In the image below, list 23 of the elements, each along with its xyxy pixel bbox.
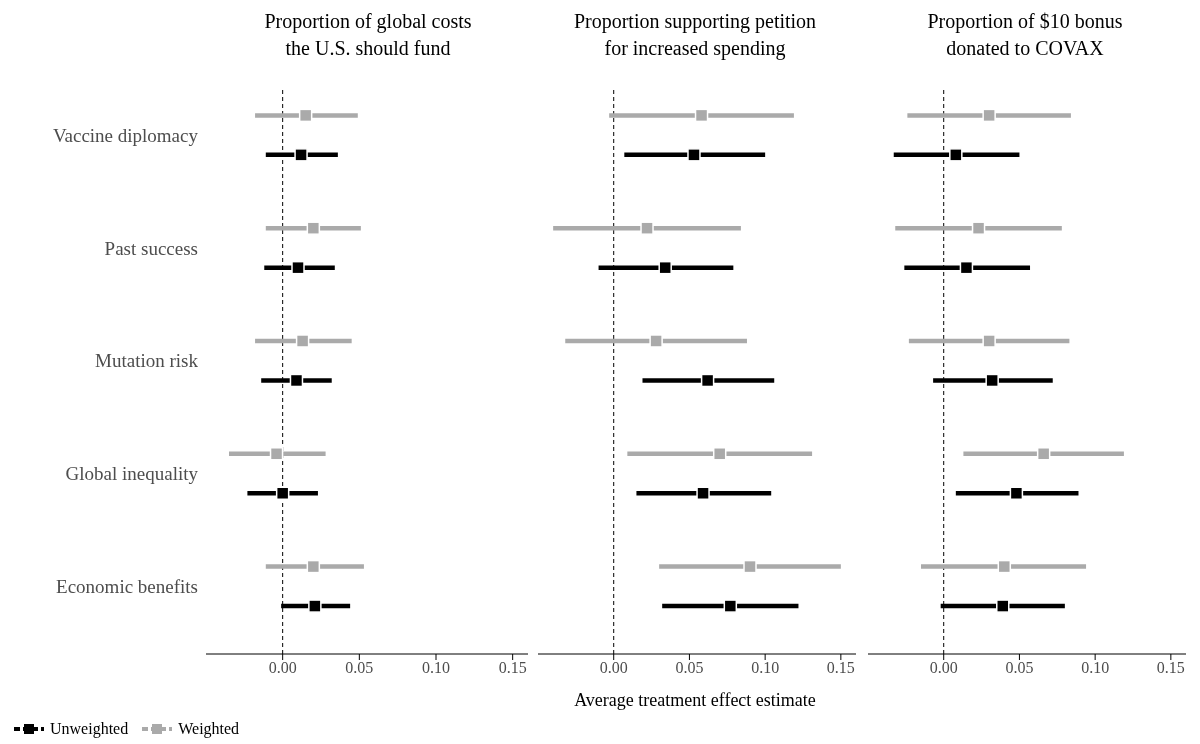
- chart-title: Proportion supporting petition for increased spending: [572, 9, 818, 62]
- y-tick-label: Global inequality: [65, 463, 199, 485]
- x-axis-title: Average treatment effect estimate: [573, 690, 817, 712]
- x-tick-label: 0.15: [1156, 659, 1185, 677]
- x-tick-label: 0.10: [422, 659, 450, 677]
- x-tick-label: 0.05: [345, 659, 374, 677]
- x-tick-label: 0.15: [826, 659, 855, 677]
- y-tick-label: Past success: [104, 237, 198, 259]
- y-tick-label: Mutation risk: [95, 350, 199, 372]
- x-tick-label: 0.00: [929, 659, 958, 677]
- x-tick-label: 0.05: [675, 659, 704, 677]
- x-tick-label: 0.00: [599, 659, 628, 677]
- x-tick-label: 0.05: [1005, 659, 1034, 677]
- x-tick-label: 0.00: [268, 659, 297, 677]
- x-tick-label: 0.10: [751, 659, 780, 677]
- x-tick-label: 0.10: [1081, 659, 1110, 677]
- legend-label: Unweighted: [50, 720, 129, 738]
- y-tick-label: Economic benefits: [56, 576, 198, 598]
- legend-label: Weighted: [178, 720, 240, 738]
- y-tick-label: Vaccine diplomacy: [52, 124, 199, 146]
- chart-title: Proportion of global costs the U.S. should fund: [263, 9, 473, 61]
- x-tick-label: 0.15: [498, 659, 527, 677]
- chart-title: Proportion of $10 bonus donated to COVAX: [926, 9, 1124, 61]
